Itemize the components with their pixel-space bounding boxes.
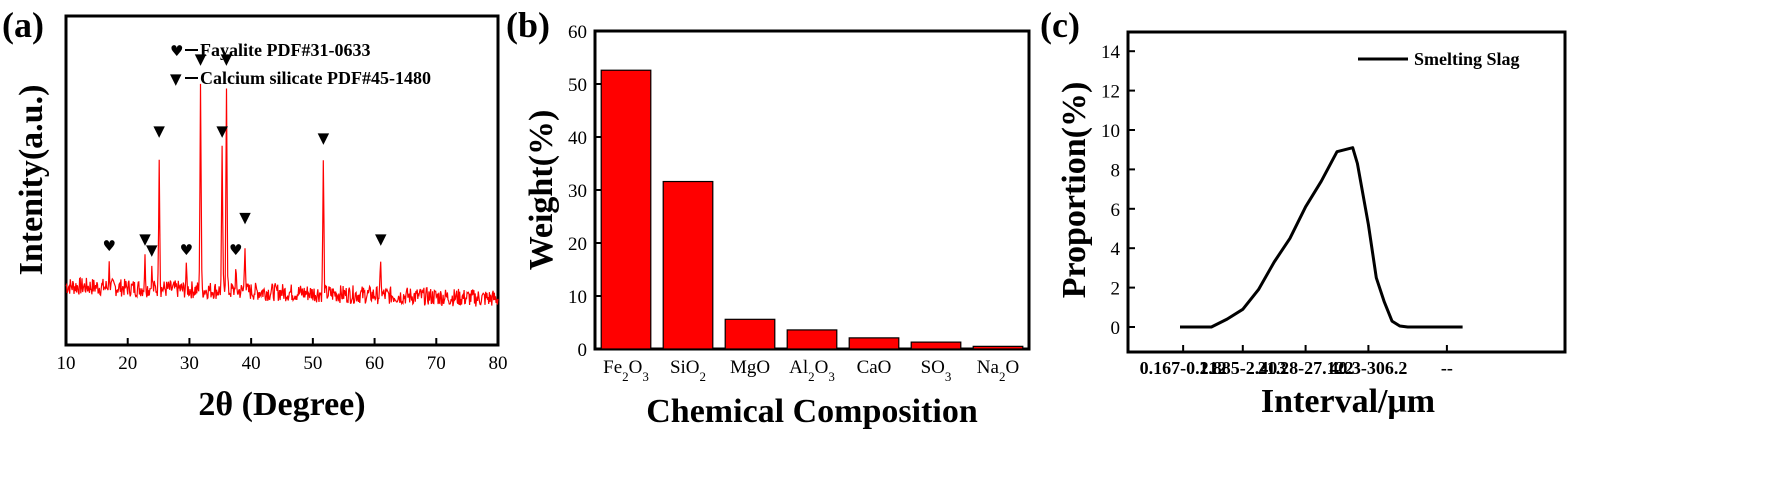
xrd-x-tick-label: 60	[365, 353, 384, 374]
xrd-peak-marker: ▼	[139, 230, 151, 248]
xrd-peak-marker: ♥	[229, 241, 242, 259]
legend-label-smelting-slag: Smelting Slag	[1414, 49, 1520, 69]
panel-label-a: (a)	[2, 5, 44, 45]
composition-y-tick-label: 20	[568, 234, 587, 255]
size-x-tick-label: 1.885-2.403	[1199, 358, 1286, 378]
composition-bar	[662, 180, 714, 350]
xrd-peak-marker: ▼	[216, 122, 228, 140]
size-y-tick-label: 2	[1111, 279, 1121, 300]
xrd-legend-symbol: ♥	[170, 42, 183, 60]
xrd-x-axis: 10 20 30 40 50 60 70 80	[57, 338, 508, 374]
size-x-tick-label: 0.167-0.212	[1140, 358, 1227, 378]
composition-bar	[972, 345, 1024, 350]
panel-label-c: (c)	[1040, 5, 1080, 45]
size-y-tick-label: 12	[1101, 82, 1120, 103]
composition-y-axis-title: Weight(%)	[523, 110, 560, 271]
xrd-x-tick-label: 10	[57, 353, 76, 374]
composition-bar	[600, 69, 652, 350]
composition-x-axis-title: Chemical Composition	[646, 393, 978, 430]
composition-y-tick-label: 0	[578, 340, 588, 361]
xrd-x-tick-label: 40	[242, 353, 261, 374]
composition-y-tick-label: 60	[568, 22, 587, 43]
composition-category-label: CaO	[857, 357, 892, 378]
size-x-axis-title: Interval/μm	[1261, 383, 1435, 420]
composition-bar	[724, 318, 776, 350]
xrd-legend-label: Calcium silicate PDF#45-1480	[200, 68, 431, 88]
composition-y-tick-label: 40	[568, 128, 587, 149]
xrd-legend-label: Fayalite PDF#31-0633	[200, 40, 370, 60]
size-y-tick-label: 0	[1111, 318, 1121, 339]
size-y-tick-label: 8	[1111, 160, 1121, 181]
xrd-legend-symbol: ▼	[170, 70, 182, 88]
xrd-peak-marker: ▼	[153, 122, 165, 140]
composition-bar	[910, 341, 962, 350]
xrd-peak-marker: ♥	[102, 237, 115, 255]
size-x-tick-label: --	[1441, 358, 1453, 378]
composition-bar	[848, 337, 900, 350]
xrd-peak-marker: ▼	[221, 50, 233, 68]
xrd-pattern-line	[65, 83, 499, 307]
composition-panel: (b) 0 10 20 30 40 50 60 Fe2O3 SiO2 MgO Al2O3 CaO SO…	[506, 5, 1031, 430]
size-y-axis: 0 2 4 6 8 10 12 14	[1101, 42, 1135, 339]
composition-y-tick-label: 50	[568, 75, 587, 96]
composition-category-label: SiO2	[670, 357, 706, 384]
composition-category-label: Al2O3	[789, 357, 835, 384]
xrd-x-tick-label: 70	[427, 353, 446, 374]
xrd-peak-marker: ♥	[180, 241, 193, 259]
composition-y-tick-label: 10	[568, 287, 587, 308]
composition-y-tick-label: 30	[568, 181, 587, 202]
composition-x-axis: Fe2O3 SiO2 MgO Al2O3 CaO SO3 Na2O	[603, 357, 1019, 384]
xrd-peak-marker: ▼	[195, 50, 207, 68]
xrd-y-axis-title: Intenity(a.u.)	[13, 85, 50, 276]
xrd-peak-marker: ▼	[375, 230, 387, 248]
xrd-x-axis-title: 2θ (Degree)	[198, 386, 365, 423]
xrd-panel: (a) 10 20 30 40 50 60 70 80 ♥ ▼▼▼♥▼▼▼♥▼▼▼ ♥ Fayal…	[2, 5, 508, 423]
xrd-x-tick-label: 50	[303, 353, 322, 374]
size-plot-frame	[1126, 30, 1567, 354]
smelting-slag-line	[1180, 146, 1463, 329]
size-x-tick-label: 21.28-27.122	[1258, 358, 1354, 378]
xrd-x-tick-label: 30	[180, 353, 199, 374]
xrd-peak-marker: ▼	[146, 241, 158, 259]
size-y-tick-label: 6	[1111, 200, 1121, 221]
xrd-legend: ♥ Fayalite PDF#31-0633▼ Calcium silicate P…	[170, 40, 431, 88]
size-y-tick-label: 14	[1101, 42, 1121, 63]
composition-category-label: SO3	[921, 357, 952, 384]
composition-bars	[600, 69, 1024, 350]
size-y-axis-title: Proportion(%)	[1056, 82, 1093, 299]
xrd-peak-markers: ♥ ▼▼▼♥▼▼▼♥▼▼▼	[102, 50, 386, 259]
xrd-peak-marker: ▼	[318, 129, 330, 147]
composition-category-label: MgO	[730, 357, 770, 378]
panel-label-b: (b)	[506, 5, 550, 45]
xrd-plot-frame	[64, 14, 500, 347]
xrd-peak-marker: ▼	[239, 208, 251, 226]
size-x-tick-label: 40.3-306.2	[1329, 358, 1407, 378]
size-distribution-panel: (c) 0 2 4 6 8 10 12 14 0.167-0.2121.885-2.40321…	[1040, 5, 1567, 420]
composition-bar	[786, 329, 838, 350]
size-y-tick-label: 10	[1101, 121, 1120, 142]
size-x-axis: 0.167-0.2121.885-2.40321.28-27.12240.3-3…	[1140, 345, 1453, 378]
composition-category-label: Fe2O3	[603, 357, 649, 384]
size-y-tick-label: 4	[1111, 239, 1121, 260]
composition-category-label: Na2O	[977, 357, 1019, 384]
size-legend: Smelting Slag	[1358, 49, 1520, 69]
xrd-x-tick-label: 80	[489, 353, 508, 374]
xrd-x-tick-label: 20	[118, 353, 137, 374]
composition-y-axis: 0 10 20 30 40 50 60	[568, 22, 602, 361]
composition-plot-frame	[593, 29, 1031, 351]
